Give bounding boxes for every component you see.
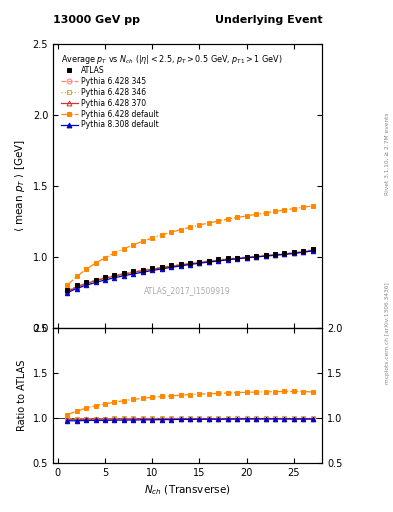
Y-axis label: Ratio to ATLAS: Ratio to ATLAS — [17, 360, 27, 431]
Legend: ATLAS, Pythia 6.428 345, Pythia 6.428 346, Pythia 6.428 370, Pythia 6.428 defaul: ATLAS, Pythia 6.428 345, Pythia 6.428 34… — [60, 65, 160, 131]
Y-axis label: $\langle$ mean $p_T$ $\rangle$ [GeV]: $\langle$ mean $p_T$ $\rangle$ [GeV] — [13, 139, 27, 232]
Text: Underlying Event: Underlying Event — [215, 15, 322, 26]
Text: Average $p_T$ vs $N_{ch}$ ($|\eta| < 2.5$, $p_T > 0.5$ GeV, $p_{T1} > 1$ GeV): Average $p_T$ vs $N_{ch}$ ($|\eta| < 2.5… — [61, 53, 283, 67]
Text: Rivet 3.1.10, ≥ 2.7M events: Rivet 3.1.10, ≥ 2.7M events — [385, 112, 389, 195]
X-axis label: $N_{ch}$ (Transverse): $N_{ch}$ (Transverse) — [144, 484, 231, 497]
Text: 13000 GeV pp: 13000 GeV pp — [53, 15, 140, 26]
Text: mcplots.cern.ch [arXiv:1306.3436]: mcplots.cern.ch [arXiv:1306.3436] — [385, 282, 389, 383]
Text: ATLAS_2017_I1509919: ATLAS_2017_I1509919 — [144, 286, 231, 295]
